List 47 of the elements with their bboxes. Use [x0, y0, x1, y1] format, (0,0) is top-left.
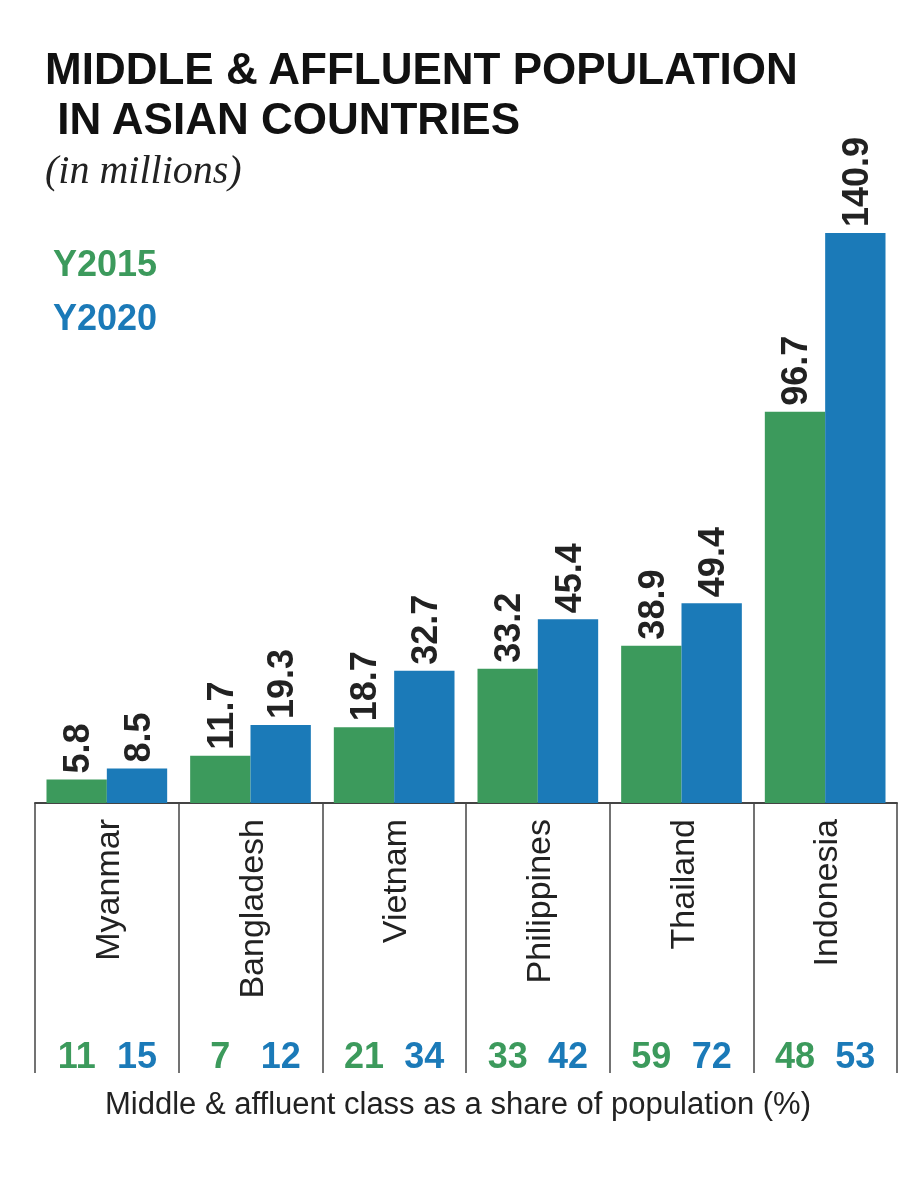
bar [764, 411, 826, 803]
chart-title: MIDDLE & AFFLUENT POPULATION IN ASIAN COUNTRIES [45, 43, 798, 143]
x-tick-label: Bangladesh [231, 819, 270, 999]
bar [537, 619, 599, 803]
text: Y2015 [53, 242, 158, 284]
bar [681, 603, 742, 803]
text: 11 [57, 1034, 96, 1076]
data-label: 19.3 [260, 648, 302, 719]
text: 42 [547, 1034, 589, 1076]
x-tick-label: Vietnam [375, 819, 414, 944]
text: Y2020 [53, 296, 158, 338]
data-label: 33.2 [487, 592, 529, 663]
x-tick-label: Philippines [518, 819, 557, 984]
text: 12 [260, 1034, 301, 1076]
data-label: 49.4 [691, 527, 733, 598]
bar [477, 668, 538, 803]
data-label: 8.5 [116, 712, 158, 763]
text: 72 [691, 1034, 732, 1076]
data-label: 32.7 [403, 594, 445, 665]
bar [394, 670, 455, 803]
text: 53 [835, 1034, 876, 1076]
data-label: 5.8 [56, 723, 98, 774]
text: 7 [210, 1034, 231, 1076]
text: 21 [343, 1034, 385, 1076]
bar [825, 233, 886, 803]
data-label: 11.7 [199, 681, 241, 750]
data-label: 18.7 [343, 651, 385, 722]
chart-subtitle: (in millions) [45, 146, 242, 192]
text: Middle & affluent class as a share of population (%) [105, 1085, 811, 1121]
bar [333, 727, 395, 803]
data-label: 96.7 [774, 335, 816, 406]
x-tick-label: Thailand [662, 819, 701, 950]
bar [46, 779, 107, 803]
text: 59 [631, 1034, 672, 1076]
text: 48 [774, 1034, 816, 1076]
bar [190, 755, 251, 803]
bar [621, 645, 682, 803]
data-label: 38.9 [630, 569, 672, 640]
bar [250, 724, 311, 803]
text: 33 [487, 1034, 528, 1076]
data-label: 140.9 [834, 136, 876, 227]
x-tick-label: Indonesia [806, 818, 845, 967]
text: 34 [404, 1034, 445, 1076]
data-label: 45.4 [547, 543, 589, 614]
bar [106, 768, 168, 803]
text: 15 [116, 1034, 158, 1076]
x-tick-label: Myanmar [87, 819, 126, 961]
